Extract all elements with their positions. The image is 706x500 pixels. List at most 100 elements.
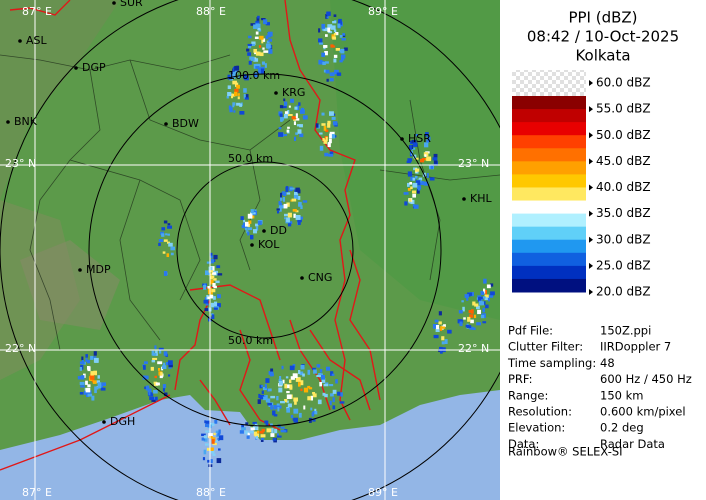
echo-cell — [239, 430, 244, 434]
echo-cell — [468, 310, 471, 314]
echo-cell — [336, 72, 342, 76]
echo-cell — [93, 357, 99, 363]
echo-cell — [299, 133, 304, 138]
echo-cell — [302, 373, 305, 377]
echo-cell — [158, 368, 161, 371]
echo-cell — [315, 123, 319, 128]
echo-cell — [216, 303, 221, 308]
echo-cell — [415, 168, 420, 172]
echo-cell — [407, 174, 413, 177]
place-label: DGP — [82, 61, 106, 74]
echo-cell — [410, 186, 413, 190]
echo-cell — [206, 447, 210, 451]
echo-cell — [251, 41, 256, 46]
echo-cell — [297, 196, 301, 200]
scale-label: 25.0 dBZ — [596, 258, 651, 272]
echo-cell — [261, 428, 265, 432]
echo-cell — [215, 430, 219, 433]
map: 87° E 88° E 89° E 23° N 23° N 22° N 22° … — [0, 0, 500, 500]
echo-cell — [255, 23, 261, 28]
echo-cell — [247, 52, 252, 56]
echo-cell — [227, 92, 232, 97]
place-label: BDW — [172, 117, 199, 130]
echo-cell — [312, 367, 316, 370]
echo-cell — [217, 294, 221, 299]
echo-cell — [207, 296, 211, 300]
echo-cell — [276, 396, 279, 401]
echo-cell — [432, 324, 438, 329]
info-key: Clutter Filter: — [508, 340, 583, 354]
echo-cell — [340, 56, 345, 61]
echo-cell — [440, 326, 443, 331]
echo-cell — [342, 33, 346, 36]
scale-label: 30.0 dBZ — [596, 232, 651, 246]
echo-cell — [248, 35, 252, 39]
echo-cell — [463, 317, 466, 320]
echo-cell — [268, 49, 273, 54]
echo-cell — [321, 23, 326, 29]
echo-cell — [208, 266, 213, 272]
echo-cell — [247, 227, 253, 231]
echo-cell — [158, 347, 164, 351]
echo-cell — [483, 301, 486, 305]
echo-cell — [248, 44, 252, 49]
echo-cell — [252, 421, 257, 425]
echo-cell — [159, 373, 163, 379]
echo-cell — [270, 433, 275, 437]
echo-cell — [158, 348, 162, 354]
echo-cell — [247, 213, 253, 219]
echo-cell — [236, 102, 241, 106]
echo-cell — [212, 314, 215, 320]
echo-cell — [255, 20, 260, 25]
echo-cell — [318, 59, 323, 65]
echo-cell — [209, 294, 214, 299]
echo-cell — [168, 242, 173, 247]
echo-cell — [325, 34, 328, 37]
echo-cell — [480, 314, 485, 319]
footer: Rainbow® SELEX-SI — [508, 445, 623, 459]
echo-cell — [257, 430, 260, 434]
echo-cell — [324, 152, 329, 157]
echo-cell — [289, 365, 295, 371]
echo-cell — [144, 386, 147, 390]
info-key: Range: — [508, 388, 548, 402]
grid-label: 88° E — [196, 486, 226, 499]
echo-cell — [165, 233, 168, 236]
echo-cell — [265, 22, 270, 26]
echo-cell — [469, 314, 474, 318]
echo-cell — [203, 435, 208, 439]
echo-cell — [330, 25, 336, 30]
echo-cell — [283, 197, 286, 202]
scale-tick — [589, 184, 593, 191]
echo-cell — [280, 192, 283, 198]
echo-cell — [229, 107, 233, 113]
echo-cell — [329, 133, 334, 138]
echo-cell — [339, 401, 345, 404]
echo-cell — [154, 345, 157, 350]
range-ring — [88, 73, 442, 427]
echo-cell — [212, 453, 216, 456]
echo-cell — [290, 98, 295, 103]
echo-cell — [482, 307, 486, 313]
echo-cell — [417, 185, 422, 190]
echo-cell — [241, 424, 244, 429]
echo-cell — [152, 353, 157, 356]
echo-cell — [294, 191, 299, 196]
echo-cell — [205, 302, 209, 306]
echo-cell — [248, 220, 252, 224]
echo-cell — [296, 124, 301, 127]
echo-cell — [423, 181, 429, 186]
echo-cell — [209, 279, 214, 285]
echo-cell — [261, 18, 266, 21]
echo-cell — [210, 302, 215, 308]
place-label: ASL — [26, 34, 48, 47]
echo-cell — [296, 105, 300, 111]
echo-cell — [164, 392, 168, 396]
echo-cell — [429, 177, 435, 181]
echo-cell — [284, 111, 288, 115]
grid-label: 87° E — [22, 5, 52, 18]
echo-cell — [298, 102, 301, 106]
echo-cell — [253, 24, 258, 29]
echo-cell — [236, 84, 240, 89]
echo-cell — [257, 220, 262, 226]
